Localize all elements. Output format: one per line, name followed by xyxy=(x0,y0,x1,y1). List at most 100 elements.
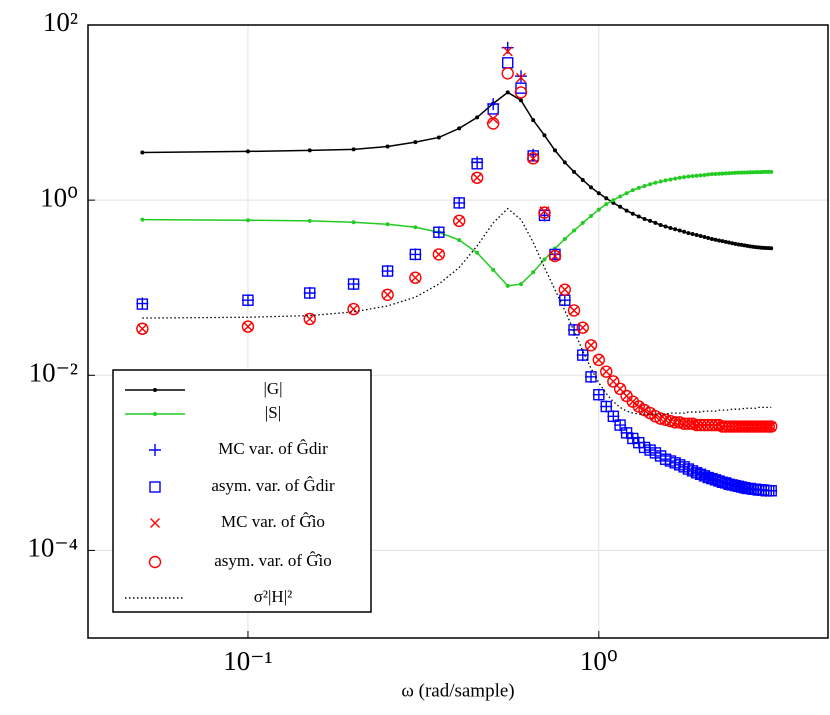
point xyxy=(457,238,462,243)
point xyxy=(682,175,687,180)
plus-marker xyxy=(303,287,316,300)
point xyxy=(694,232,699,237)
cross-marker xyxy=(242,321,253,332)
cross-marker xyxy=(586,340,596,351)
point xyxy=(698,173,703,178)
point xyxy=(706,172,711,177)
plus-marker xyxy=(432,226,445,239)
circle-marker xyxy=(677,417,691,430)
point xyxy=(307,148,312,153)
plus-marker xyxy=(576,349,589,362)
cross-marker xyxy=(639,405,650,416)
square-marker xyxy=(577,349,589,361)
point xyxy=(723,171,728,176)
square-marker xyxy=(304,287,316,299)
cross-marker xyxy=(601,366,612,377)
point xyxy=(618,204,623,209)
x-axis-label: ω (rad/sample) xyxy=(401,680,514,701)
point xyxy=(531,118,536,123)
square-marker xyxy=(690,467,703,479)
square-marker xyxy=(515,82,527,94)
point xyxy=(624,191,629,196)
legend-swatch-dot xyxy=(153,388,157,392)
point xyxy=(682,229,687,234)
cross-marker xyxy=(137,323,148,334)
cross-marker xyxy=(569,305,580,316)
plus-marker xyxy=(614,419,627,432)
point xyxy=(611,200,616,205)
circle-marker xyxy=(136,322,149,335)
point xyxy=(618,194,623,199)
square-marker xyxy=(765,485,777,497)
legend-swatch xyxy=(149,481,161,493)
point xyxy=(351,147,356,152)
point xyxy=(596,191,601,196)
point xyxy=(562,160,567,165)
point xyxy=(736,170,741,175)
point xyxy=(663,224,668,229)
point xyxy=(702,234,707,239)
cross-marker xyxy=(549,251,560,262)
circle-marker xyxy=(487,117,500,130)
legend-label: |G| xyxy=(263,379,282,398)
circle-marker xyxy=(682,417,695,430)
point xyxy=(385,222,390,227)
circle-marker xyxy=(567,304,581,317)
cross-marker xyxy=(433,249,444,260)
cross-marker xyxy=(410,272,421,283)
point xyxy=(730,171,735,176)
y-tick-label: 10⁻⁴ xyxy=(27,533,78,563)
legend-box xyxy=(112,369,372,613)
cross-marker xyxy=(528,153,539,164)
point xyxy=(658,179,663,184)
point xyxy=(140,150,145,155)
point xyxy=(596,207,601,212)
square-marker xyxy=(568,324,580,336)
plus-marker xyxy=(409,248,422,261)
point xyxy=(686,174,691,179)
square-marker xyxy=(600,400,612,413)
legend-label: MC var. of Ĝ̂io xyxy=(221,512,325,531)
cross-marker xyxy=(593,354,604,365)
circle-marker xyxy=(722,420,736,433)
circle-marker xyxy=(558,283,572,296)
plus-marker xyxy=(600,400,613,413)
legend: |G| |S| MC var. of Ĝdir asym. var. of Ĝdir M… xyxy=(112,369,372,613)
legend-label: MC var. of Ĝdir xyxy=(218,439,328,458)
legend-swatch-dot xyxy=(153,412,157,416)
cross-marker xyxy=(488,113,499,124)
point xyxy=(716,238,721,243)
point xyxy=(727,240,732,245)
point xyxy=(733,241,738,246)
circle-marker xyxy=(432,248,446,261)
plus-marker xyxy=(347,278,360,291)
circle-marker xyxy=(726,420,739,433)
legend-swatch xyxy=(148,555,162,569)
circle-marker xyxy=(613,382,627,396)
point xyxy=(733,170,738,175)
y-tick-label: 10² xyxy=(43,7,78,37)
square-marker xyxy=(698,470,711,482)
legend-label: |S| xyxy=(265,403,281,422)
point xyxy=(630,188,635,193)
point xyxy=(698,233,703,238)
point xyxy=(630,211,635,216)
point xyxy=(475,250,480,255)
point xyxy=(436,135,441,140)
point xyxy=(686,231,691,236)
point xyxy=(769,169,774,174)
cross-marker xyxy=(382,289,393,300)
circle-marker xyxy=(765,420,778,433)
point xyxy=(562,236,567,241)
point xyxy=(668,226,673,231)
plot-area xyxy=(136,41,778,497)
circle-marker xyxy=(347,302,360,316)
x-tick-label: 10⁻¹ xyxy=(223,646,272,676)
point xyxy=(769,246,774,251)
y-tick-label: 10⁰ xyxy=(40,182,78,212)
cross-marker xyxy=(577,322,588,333)
point xyxy=(713,237,718,242)
square-marker xyxy=(702,471,714,484)
